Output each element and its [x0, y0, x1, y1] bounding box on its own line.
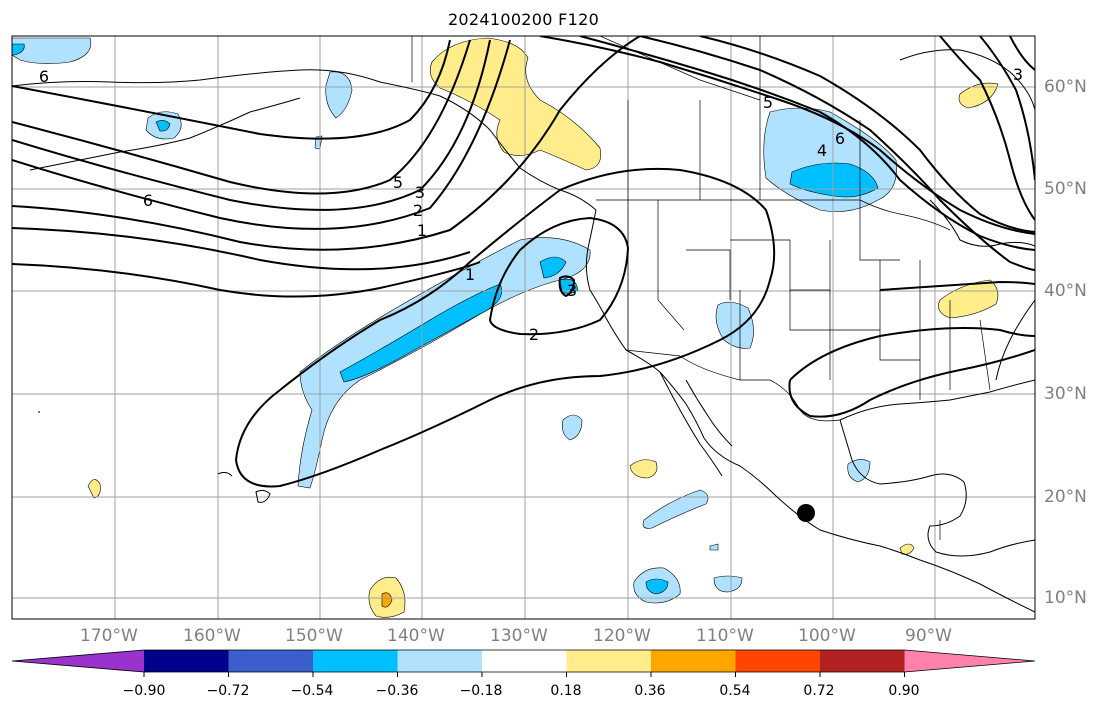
negative-anomaly-patch	[12, 37, 92, 64]
colorbar-segment	[397, 650, 483, 672]
colorbar-tick-label: 0.72	[803, 683, 835, 699]
negative-anomaly-patch	[325, 71, 353, 119]
lon-label: 160°W	[183, 626, 241, 646]
positive-anomaly-patch	[629, 459, 658, 479]
contour-label: 6	[835, 129, 845, 148]
contour-label: 6	[39, 67, 49, 86]
lon-label: 120°W	[593, 626, 651, 646]
coastlines	[12, 49, 1035, 613]
colorbar-segment	[820, 650, 905, 672]
lat-label: 50°N	[1044, 179, 1087, 199]
city-marker	[797, 504, 815, 522]
contour-label: 3	[567, 281, 577, 300]
colorbar	[11, 649, 1036, 677]
colorbar-segment	[144, 650, 229, 672]
colorbar-tick-label: −0.72	[206, 683, 250, 699]
colorbar-extend-low	[12, 650, 144, 672]
contour-label: 1	[417, 221, 427, 240]
lat-label: 10°N	[1044, 588, 1087, 608]
contour-label: 2	[413, 201, 423, 220]
negative-anomaly-patch	[12, 43, 25, 56]
negative-anomaly-patch	[713, 575, 743, 593]
colorbar-tick-label: −0.36	[375, 683, 419, 699]
contour-label: 3	[1013, 65, 1023, 84]
colorbar-segment	[313, 650, 398, 672]
contour-label: 4	[817, 141, 827, 160]
contour-label: 5	[393, 173, 403, 192]
lon-label: 100°W	[798, 626, 856, 646]
colorbar-segment	[651, 650, 736, 672]
contour-label: 6	[143, 191, 153, 210]
colorbar-segment	[735, 650, 821, 672]
negative-anomaly-patch	[339, 283, 503, 383]
colorbar-tick-label: 0.18	[550, 683, 582, 699]
colorbar-tick-label: −0.54	[290, 683, 334, 699]
lon-label: 110°W	[696, 626, 754, 646]
contour-label: 5	[763, 93, 773, 112]
colorbar-tick-label: −0.90	[122, 683, 166, 699]
negative-anomaly-patch	[155, 120, 171, 132]
positive-anomaly-patch	[958, 82, 999, 109]
lon-label: 130°W	[490, 626, 548, 646]
lat-label: 20°N	[1044, 487, 1087, 507]
lon-label: 90°W	[905, 626, 952, 646]
lat-label: 60°N	[1044, 77, 1087, 97]
map-area: 6 6 5 3 2 1 5 6 4 1 2 3 3	[12, 36, 1035, 619]
negative-anomaly-patch	[709, 543, 719, 551]
negative-anomaly-patch	[562, 414, 583, 441]
colorbar-tick-label: −0.18	[459, 683, 503, 699]
contour-label: 2	[529, 325, 539, 344]
colorbar-tick-label: 0.36	[634, 683, 666, 699]
colorbar-extend-high	[904, 650, 1035, 672]
height-contours	[12, 36, 1035, 488]
colorbar-segment	[482, 650, 567, 672]
colorbar-segment	[566, 650, 652, 672]
negative-anomaly-patch	[642, 489, 709, 529]
negative-anomaly-patch	[645, 578, 669, 595]
contour-labels: 6 6 5 3 2 1 5 6 4 1 2 3 3	[39, 65, 1023, 344]
positive-anomaly-patch	[429, 37, 601, 171]
lat-label: 40°N	[1044, 281, 1087, 301]
gridlines	[12, 36, 1035, 619]
lon-label: 140°W	[387, 626, 445, 646]
negative-anomaly-patch	[847, 459, 871, 483]
positive-anomaly-patch	[381, 592, 393, 608]
colorbar-tick-label: 0.90	[888, 683, 920, 699]
contour-label: 1	[465, 265, 475, 284]
colorbar-tick-label: 0.54	[719, 683, 751, 699]
colorbar-segment	[228, 650, 314, 672]
lon-label: 170°W	[80, 626, 138, 646]
map-frame	[11, 35, 1036, 620]
negative-anomaly-patch	[539, 256, 567, 279]
lat-label: 30°N	[1044, 384, 1087, 404]
map-title: 2024100200 F120	[447, 10, 600, 29]
lon-label: 150°W	[285, 626, 343, 646]
contour-label: 3	[415, 183, 425, 202]
